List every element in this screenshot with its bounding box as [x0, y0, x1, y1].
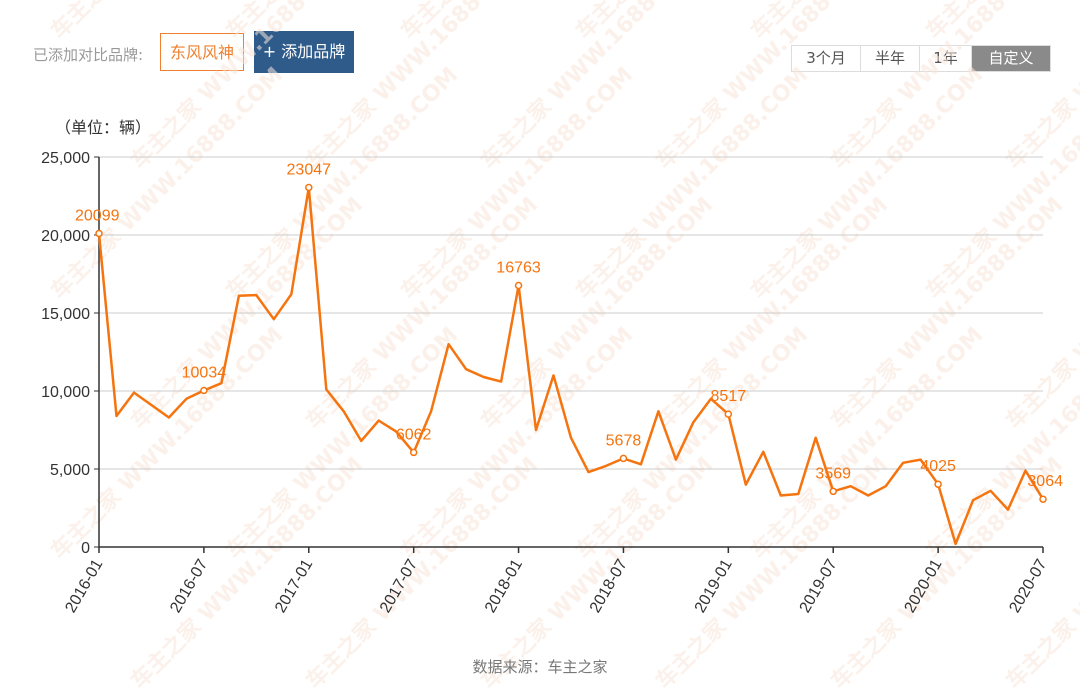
- x-tick-label: 2017-01: [272, 556, 316, 615]
- x-tick-label: 2019-07: [797, 556, 841, 615]
- gridlines: [99, 156, 1043, 470]
- y-tick-label: 25,000: [41, 150, 90, 167]
- range-1-year-button[interactable]: 1年: [920, 46, 972, 71]
- range-3-months-button[interactable]: 3个月: [792, 46, 861, 71]
- toolbar: 已添加对比品牌: 东风风神 + 添加品牌 3个月 半年 1年 自定义: [0, 0, 1080, 100]
- y-axis: 0 5,000 10,000 15,000 20,000 25,000: [41, 150, 1043, 557]
- data-point-marker: [724, 410, 733, 418]
- data-point-marker: [95, 229, 103, 238]
- y-tick-label: 10,000: [41, 384, 90, 401]
- unit-label: （单位：辆）: [55, 119, 151, 137]
- data-points: [95, 183, 1047, 503]
- added-brands-label: 已添加对比品牌:: [33, 46, 144, 64]
- y-tick-label: 15,000: [41, 306, 90, 323]
- data-label: 16763: [496, 259, 541, 276]
- range-half-year-button[interactable]: 半年: [861, 46, 920, 71]
- data-label: 3569: [815, 465, 851, 482]
- data-point-marker: [200, 386, 208, 395]
- y-tick-label: 0: [81, 540, 90, 557]
- data-label: 6062: [396, 426, 432, 443]
- time-range-selector: 3个月 半年 1年 自定义: [791, 45, 1051, 72]
- data-label: 5678: [606, 432, 642, 449]
- data-label: 23047: [287, 161, 332, 178]
- data-point-marker: [409, 448, 418, 457]
- data-label: 20099: [75, 207, 120, 224]
- x-tick-label: 2018-01: [482, 556, 526, 615]
- data-point-marker: [1039, 495, 1047, 503]
- data-label: 4025: [920, 458, 956, 475]
- range-custom-button[interactable]: 自定义: [972, 46, 1050, 71]
- y-tick-label: 20,000: [41, 228, 90, 245]
- data-point-marker: [829, 487, 837, 496]
- x-tick-label: 2016-01: [62, 556, 106, 615]
- brand-tag-dongfeng-fengshen[interactable]: 东风风神: [160, 33, 245, 71]
- data-point-marker: [305, 183, 313, 192]
- series-line: [97, 186, 1045, 546]
- data-point-marker: [934, 480, 942, 488]
- data-point-marker: [514, 281, 523, 290]
- data-label: 8517: [711, 388, 747, 405]
- data-label: 10034: [182, 364, 227, 381]
- data-label: 3064: [1027, 473, 1063, 490]
- data-labels: 20099 10034 23047 6062 16763 5678 8517 3569 4025…: [75, 161, 1063, 490]
- y-tick-label: 5,000: [50, 462, 90, 479]
- add-brand-button[interactable]: + 添加品牌: [254, 31, 354, 73]
- data-point-marker: [619, 454, 628, 463]
- data-source-note: 数据来源：车主之家: [472, 658, 608, 676]
- x-tick-label: 2020-07: [1006, 556, 1050, 615]
